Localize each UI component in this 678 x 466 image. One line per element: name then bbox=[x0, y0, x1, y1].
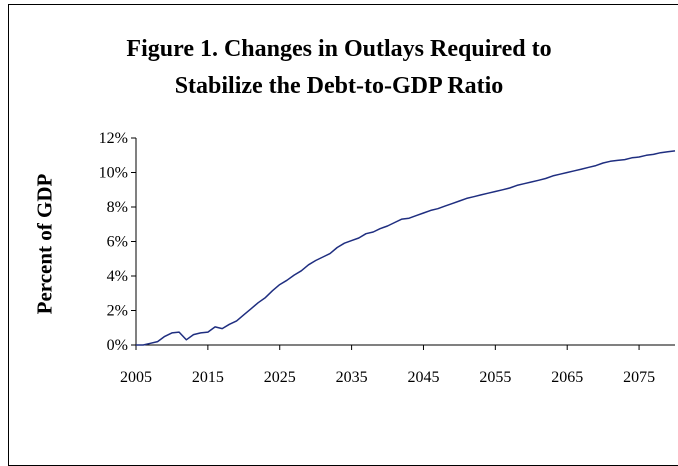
y-tick-label: 2% bbox=[107, 303, 128, 320]
y-tick-label: 4% bbox=[107, 268, 128, 285]
y-tick-label: 0% bbox=[107, 337, 128, 354]
y-tick-label: 6% bbox=[107, 234, 128, 251]
x-tick-label: 2005 bbox=[120, 369, 152, 386]
x-tick-label: 2045 bbox=[407, 369, 439, 386]
chart-frame bbox=[8, 4, 678, 466]
x-tick-label: 2025 bbox=[264, 369, 296, 386]
x-tick-labels: 2005 2015 2025 2035 2045 2055 2065 2075 bbox=[120, 369, 655, 386]
plot-area bbox=[136, 150, 676, 346]
x-tick-label: 2055 bbox=[479, 369, 511, 386]
y-tick-label: 10% bbox=[99, 165, 128, 182]
x-tick-label: 2035 bbox=[336, 369, 368, 386]
x-tick-label: 2065 bbox=[551, 369, 583, 386]
y-tick-label: 12% bbox=[99, 130, 128, 147]
series-line bbox=[136, 150, 676, 346]
chart-title-line-2: Stabilize the Debt-to-GDP Ratio bbox=[174, 73, 504, 99]
chart-title-line-1: Figure 1. Changes in Outlays Required to bbox=[126, 36, 552, 62]
x-tick-label: 2015 bbox=[192, 369, 224, 386]
axes bbox=[131, 137, 675, 350]
x-tick-label: 2075 bbox=[623, 369, 655, 386]
y-tick-label: 8% bbox=[107, 199, 128, 216]
y-tick-labels: 0% 2% 4% 6% 8% 10% 12% bbox=[99, 130, 128, 354]
